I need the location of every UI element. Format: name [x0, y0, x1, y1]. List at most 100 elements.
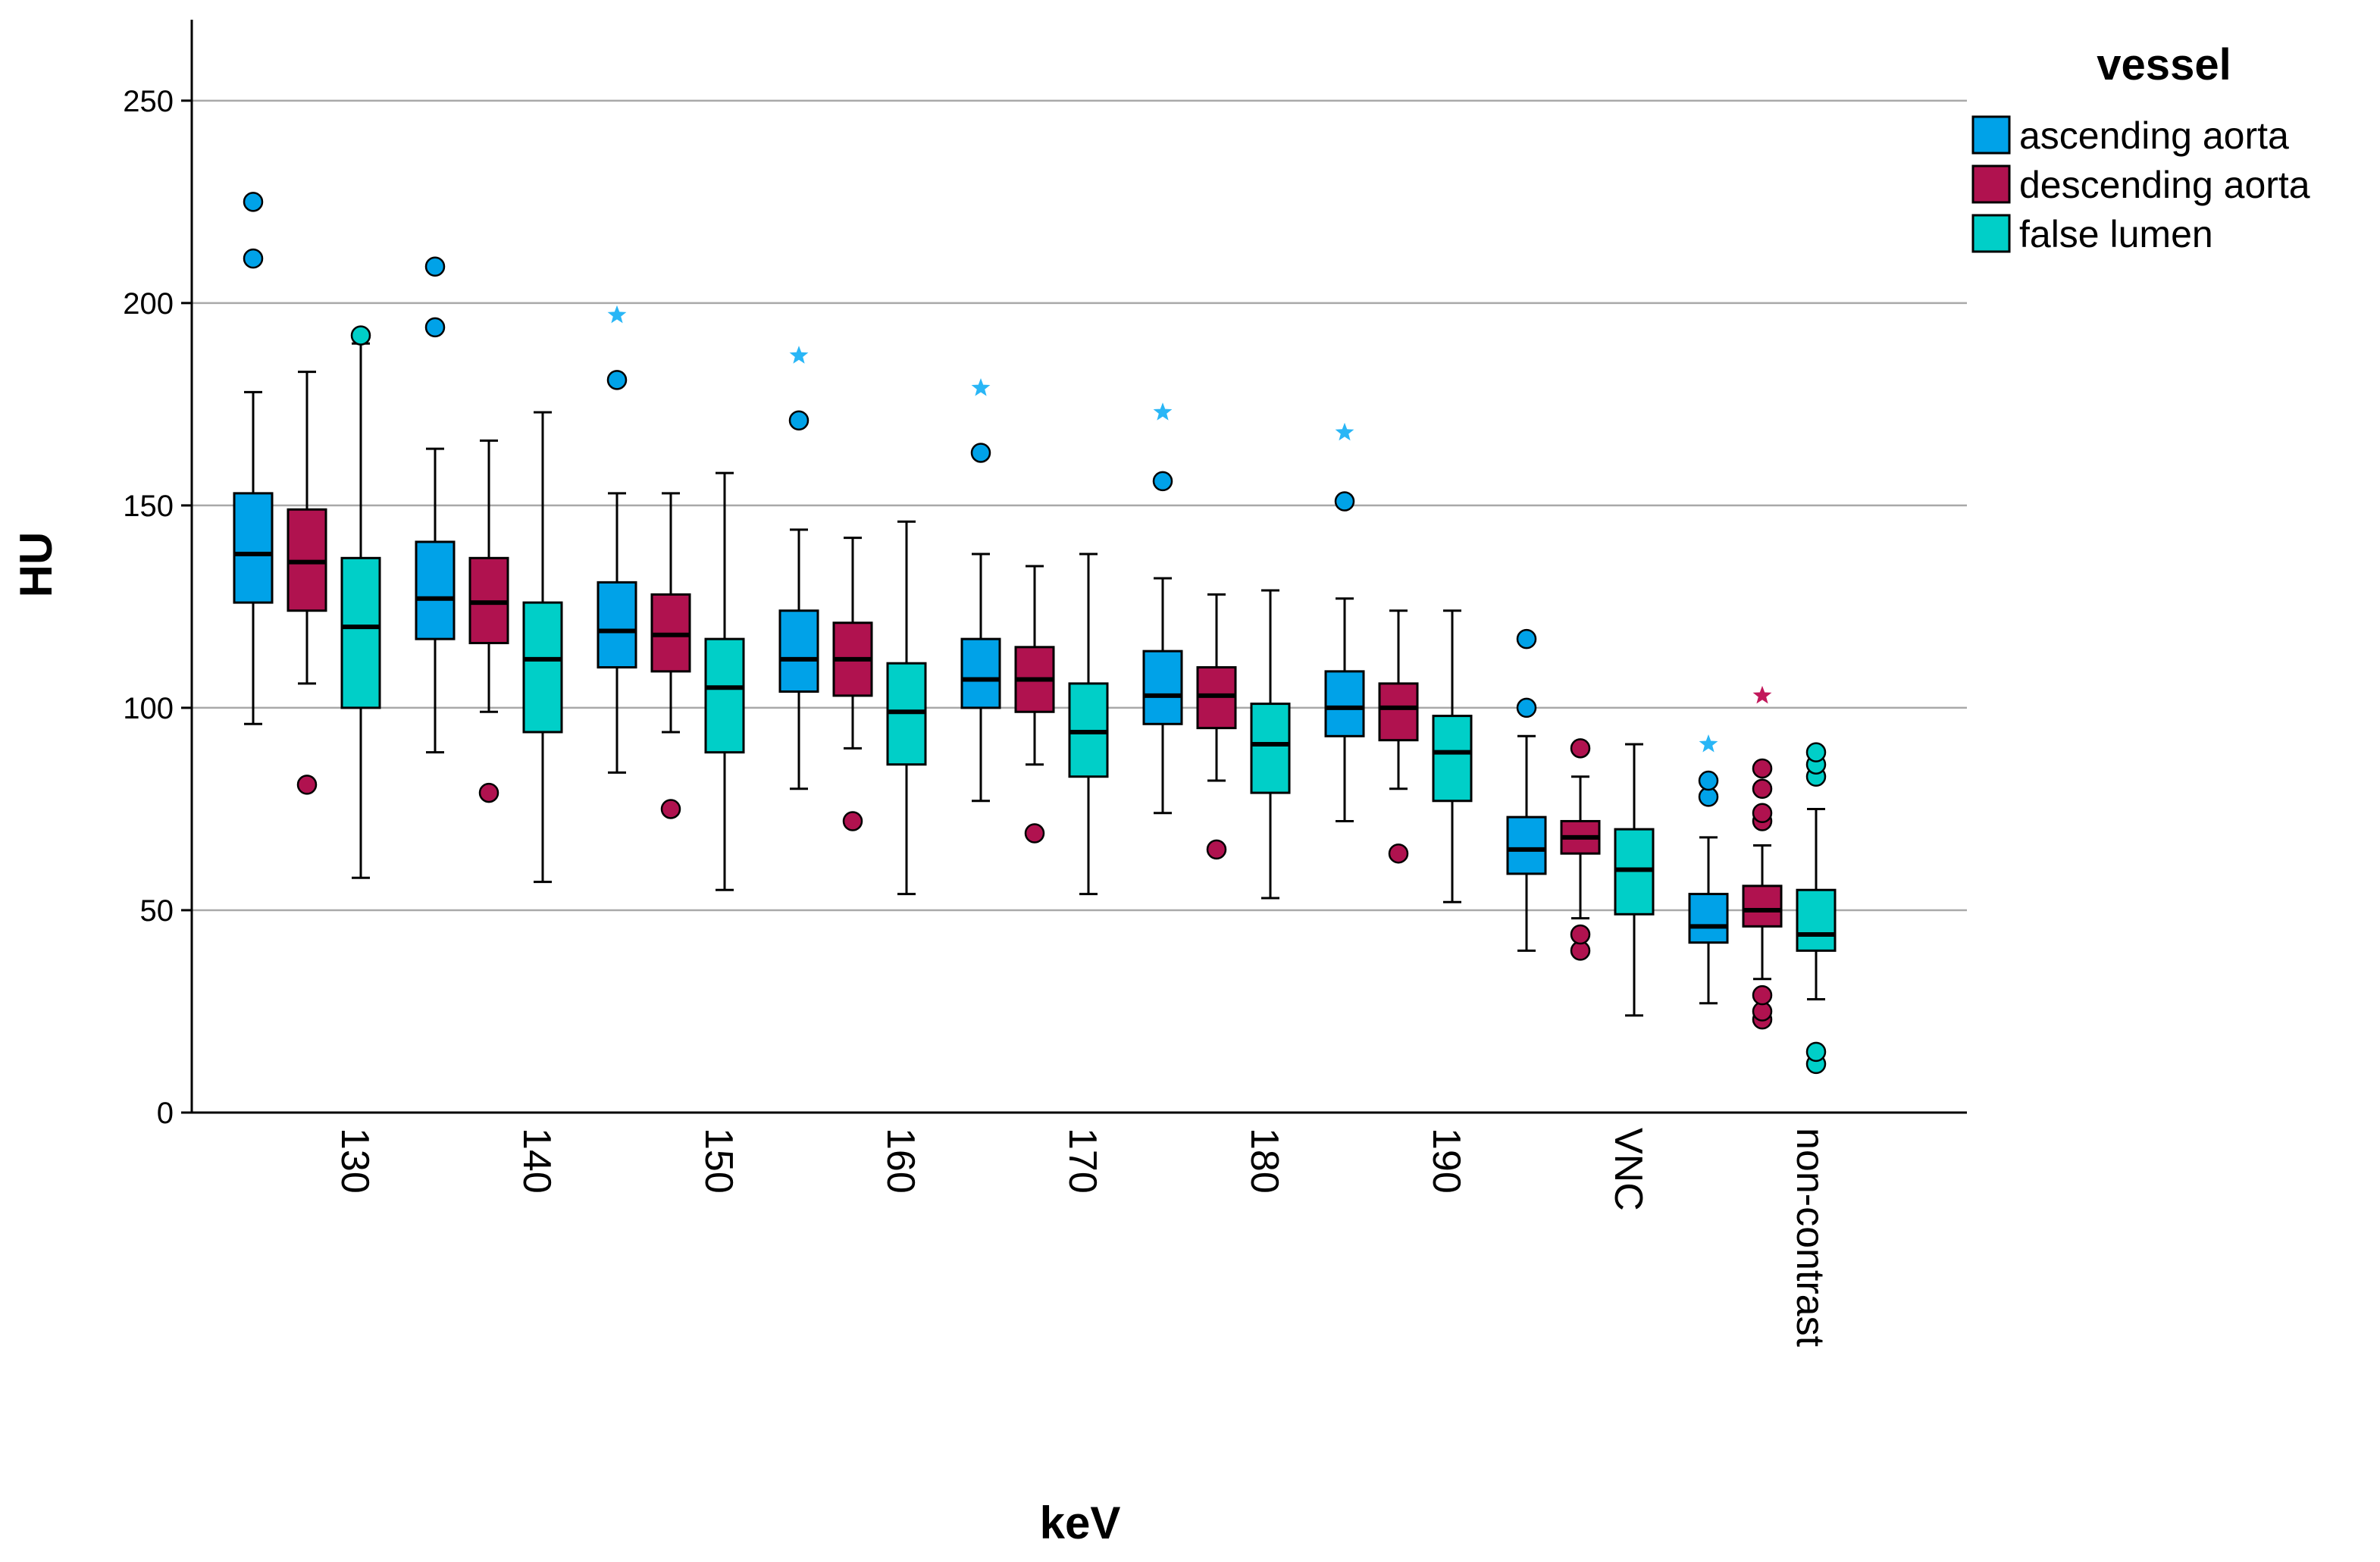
outlier-point [970, 443, 991, 463]
x-tick-label: 130 [333, 1128, 377, 1194]
outlier-point [1752, 803, 1773, 824]
box-series [233, 192, 1837, 1075]
x-tick-label: 140 [515, 1128, 559, 1194]
legend-swatch [1971, 214, 2011, 253]
box-170-false-lumen [1068, 552, 1109, 896]
iqr-box [1250, 703, 1291, 794]
box-150-false-lumen [704, 471, 745, 891]
outlier-point [1570, 738, 1591, 759]
legend-swatch [1971, 164, 2011, 204]
series-ascending-aorta [233, 192, 1729, 1005]
outlier-point [660, 799, 681, 819]
outlier-point [1805, 1041, 1827, 1063]
box-160-descending-aorta [832, 537, 873, 831]
legend-title: vessel [2097, 40, 2231, 89]
legend-swatch [1971, 115, 2011, 155]
iqr-box [960, 637, 1001, 709]
iqr-box [597, 581, 637, 669]
outlier-point [1152, 471, 1173, 492]
extreme-point [971, 378, 991, 396]
outlier-point [1752, 758, 1773, 779]
iqr-box [1432, 715, 1473, 803]
iqr-box [522, 601, 563, 734]
outlier-point [243, 192, 264, 212]
outlier-point [424, 256, 446, 277]
y-tick-label: 150 [123, 490, 174, 523]
legend-item-false-lumen: false lumen [1971, 213, 2213, 255]
extreme-point [607, 305, 627, 324]
iqr-box [1378, 682, 1419, 742]
y-tick-label: 250 [123, 85, 174, 118]
x-tick-label: 190 [1424, 1128, 1468, 1194]
y-tick-label: 200 [123, 287, 174, 321]
outlier-point [1752, 984, 1773, 1006]
outlier-point [1752, 778, 1773, 799]
legend-label: false lumen [2019, 213, 2213, 255]
iqr-box [233, 492, 274, 604]
box-130-false-lumen [340, 325, 381, 879]
x-tick-label: 170 [1060, 1128, 1104, 1194]
box-130-ascending-aorta [233, 192, 274, 725]
outlier-point [1516, 697, 1537, 718]
box-160-false-lumen [886, 520, 927, 896]
iqr-box [778, 609, 819, 693]
y-tick-label: 50 [140, 894, 174, 928]
box-180-descending-aorta [1196, 593, 1237, 860]
box-180-ascending-aorta [1142, 402, 1183, 815]
legend-item-descending-aorta: descending aorta [1971, 164, 2310, 206]
box-non-contrast-false-lumen [1796, 742, 1837, 1075]
gridlines [192, 99, 1967, 912]
x-tick-label: non-contrast [1788, 1128, 1832, 1348]
iqr-box [1506, 815, 1547, 875]
iqr-box [1742, 884, 1783, 928]
x-tick-label: VNC [1606, 1128, 1650, 1211]
outlier-point [478, 782, 499, 803]
iqr-box [340, 556, 381, 709]
outlier-point [842, 811, 863, 831]
box-160-ascending-aorta [778, 346, 819, 790]
box-non-contrast-descending-aorta [1742, 685, 1783, 1030]
box-non-contrast-ascending-aorta [1688, 734, 1729, 1005]
outlier-point [424, 317, 446, 338]
box-140-ascending-aorta [415, 256, 456, 754]
y-axis-title: HU [11, 532, 61, 598]
y-axis: 0 50 100 150 200 250 [123, 20, 193, 1130]
x-axis: 130 140 150 160 170 180 190 VNC non-contrast [192, 1111, 1967, 1348]
box-140-false-lumen [522, 411, 563, 884]
outlier-point [1570, 924, 1591, 945]
box-150-ascending-aorta [597, 305, 637, 774]
box-170-ascending-aorta [960, 378, 1001, 803]
iqr-box [1142, 650, 1183, 725]
outlier-point [296, 775, 318, 795]
legend-label: descending aorta [2019, 164, 2310, 206]
legend-item-ascending-aorta: ascending aorta [1971, 114, 2289, 157]
extreme-point [789, 346, 809, 364]
iqr-box [704, 637, 745, 754]
y-tick-label: 0 [157, 1097, 174, 1130]
legend: vessel ascending aorta descending aorta fa… [1971, 40, 2310, 255]
extreme-point [1335, 422, 1354, 441]
outlier-point [350, 325, 371, 346]
series-false-lumen [340, 325, 1837, 1075]
outlier-point [1388, 843, 1409, 864]
outlier-point [606, 370, 628, 390]
outlier-point [1805, 742, 1827, 762]
iqr-box [1796, 888, 1837, 952]
box-VNC-false-lumen [1614, 743, 1655, 1017]
box-180-false-lumen [1250, 589, 1291, 900]
outlier-point [1334, 491, 1355, 512]
outlier-point [1516, 628, 1537, 650]
box-VNC-descending-aorta [1560, 738, 1601, 961]
legend-label: ascending aorta [2019, 114, 2289, 157]
y-tick-label: 100 [123, 692, 174, 725]
extreme-point [1153, 402, 1173, 421]
box-190-ascending-aorta [1324, 422, 1365, 822]
outlier-point [1698, 770, 1719, 791]
box-150-descending-aorta [650, 492, 691, 819]
x-tick-label: 150 [697, 1128, 741, 1194]
iqr-box [1688, 893, 1729, 944]
outlier-point [788, 410, 810, 430]
x-tick-label: 160 [878, 1128, 922, 1194]
box-170-descending-aorta [1014, 565, 1055, 844]
